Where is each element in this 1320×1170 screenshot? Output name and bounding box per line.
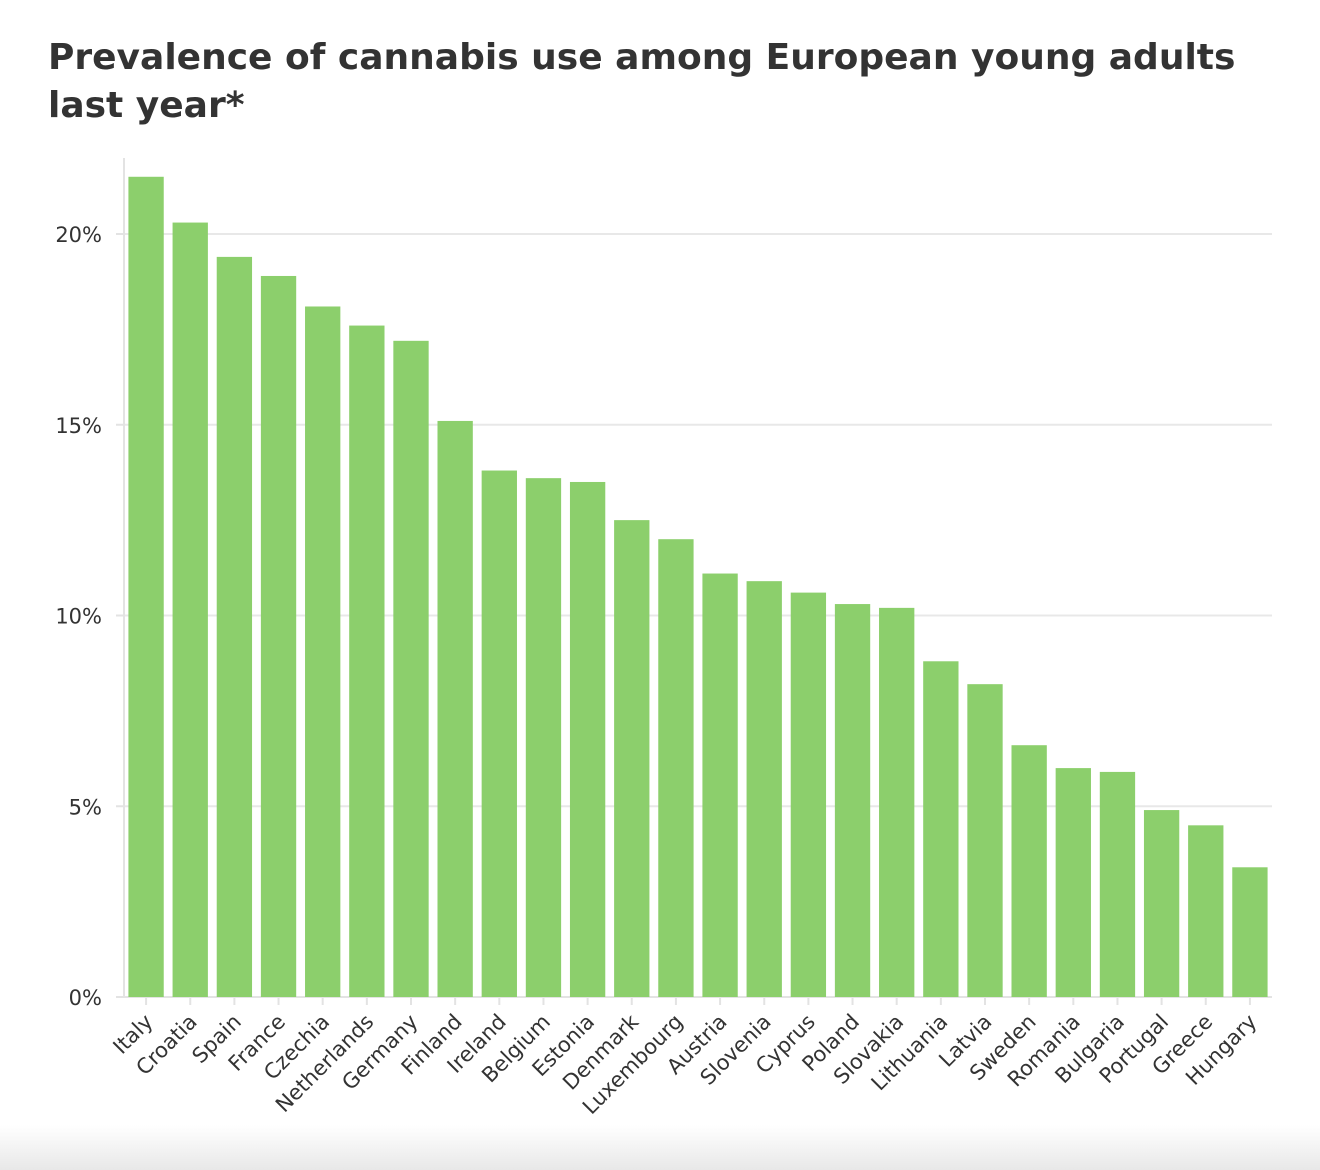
- bar-austria: [702, 573, 738, 997]
- bar-romania: [1055, 768, 1091, 997]
- y-tick-label: 10%: [55, 605, 102, 629]
- bar-poland: [834, 604, 871, 997]
- bar-greece: [1188, 825, 1224, 997]
- bar-slovakia: [879, 607, 915, 997]
- bars: [128, 176, 1268, 998]
- bar-cyprus: [790, 592, 827, 997]
- bar-hungary: [1232, 867, 1268, 997]
- bar-finland: [437, 420, 473, 997]
- chart-title: Prevalence of cannabis use among Europea…: [48, 37, 1236, 126]
- bar-italy: [128, 176, 164, 997]
- bar-portugal: [1143, 810, 1180, 997]
- bar-spain: [216, 256, 253, 997]
- bar-netherlands: [349, 325, 385, 997]
- y-tick-label: 5%: [69, 795, 102, 819]
- bar-czechia: [305, 306, 341, 997]
- bar-slovenia: [746, 581, 782, 997]
- y-axis-ticks: 0% 5% 10% 15% 20%: [55, 223, 124, 1010]
- bar-luxembourg: [658, 539, 694, 997]
- bar-bulgaria: [1099, 771, 1136, 997]
- x-axis-ticks: ItalyCroatiaSpainFranceCzechiaNetherland…: [108, 997, 1261, 1119]
- bar-ireland: [481, 470, 517, 997]
- bar-sweden: [1011, 745, 1047, 997]
- y-tick-label: 20%: [55, 223, 102, 247]
- y-tick-label: 15%: [55, 414, 102, 438]
- bar-germany: [393, 340, 429, 997]
- bar-lithuania: [923, 661, 959, 997]
- bar-estonia: [569, 481, 606, 998]
- y-tick-label: 0%: [69, 986, 102, 1010]
- bar-denmark: [614, 520, 650, 997]
- bar-belgium: [525, 478, 562, 997]
- bar-france: [260, 275, 297, 998]
- bar-croatia: [172, 222, 208, 997]
- bar-latvia: [967, 684, 1003, 997]
